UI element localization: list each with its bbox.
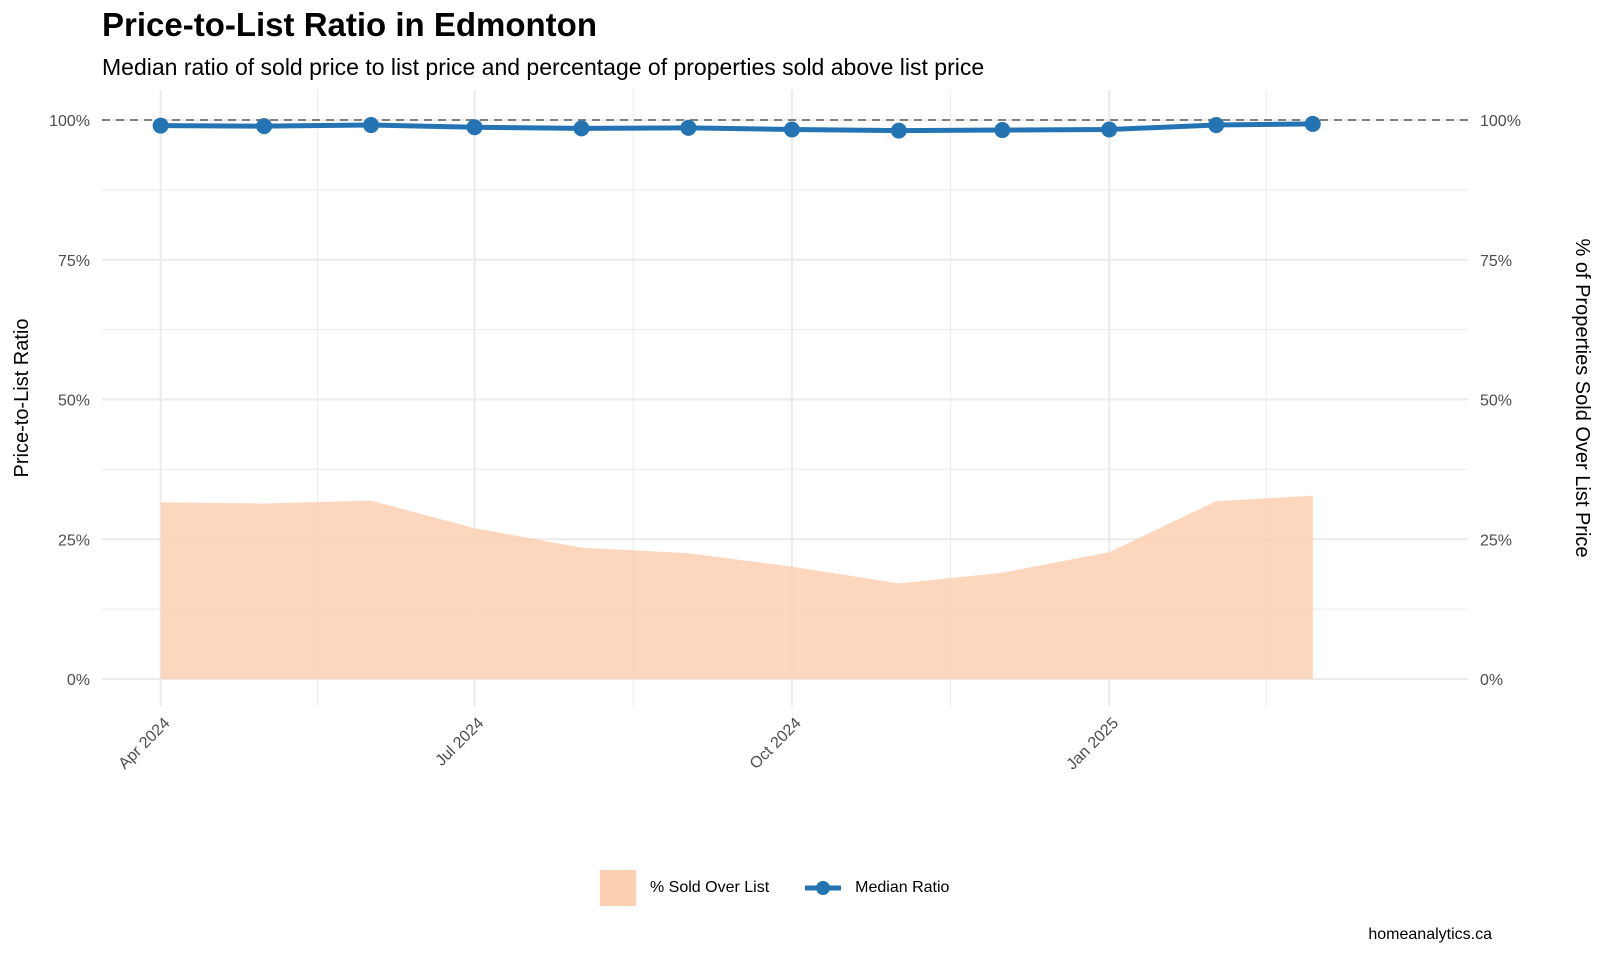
data-point-median-ratio: [256, 118, 273, 135]
y-axis-right-title: % of Properties Sold Over List Price: [1571, 238, 1593, 557]
x-tick-label: Jan 2025: [1064, 715, 1123, 774]
data-point-median-ratio: [680, 119, 697, 136]
y-left-tick-label: 50%: [58, 393, 90, 410]
y-axis-left-title: Price-to-List Ratio: [11, 319, 33, 478]
y-left-tick-label: 75%: [58, 253, 90, 270]
legend-swatch-area: [600, 870, 636, 906]
caption: homeanalytics.ca: [1368, 926, 1492, 943]
y-right-tick-label: 100%: [1480, 113, 1521, 130]
chart-title: Price-to-List Ratio in Edmonton: [102, 6, 597, 43]
x-tick-label: Jul 2024: [433, 715, 488, 770]
chart-subtitle: Median ratio of sold price to list price…: [102, 54, 985, 80]
data-point-median-ratio: [573, 120, 590, 137]
y-left-tick-label: 100%: [49, 113, 90, 130]
y-left-tick-label: 25%: [58, 532, 90, 549]
data-point-median-ratio: [1304, 115, 1321, 132]
area-layer: [160, 495, 1313, 679]
x-tick-label: Apr 2024: [116, 715, 174, 773]
data-point-median-ratio: [363, 117, 380, 134]
y-right-tick-label: 75%: [1480, 253, 1512, 270]
line-median-ratio: [160, 121, 1313, 134]
legend-label-area: % Sold Over List: [650, 879, 770, 896]
x-tick-labels: Apr 2024 Jul 2024 Oct 2024 Jan 2025: [116, 715, 1123, 774]
data-point-median-ratio: [1208, 117, 1225, 134]
legend-swatch-line: [805, 881, 842, 895]
x-tick-label: Oct 2024: [747, 715, 805, 773]
y-left-tick-labels: 0% 25% 50% 75% 100%: [49, 113, 90, 689]
legend-item-line: Median Ratio: [805, 870, 949, 906]
data-point-median-ratio: [1101, 121, 1118, 138]
y-right-tick-label: 0%: [1480, 672, 1503, 689]
data-point-median-ratio: [994, 122, 1011, 139]
area-sold-over-list: [160, 495, 1313, 679]
points-layer: [152, 115, 1321, 139]
legend: % Sold Over List Median Ratio: [600, 870, 985, 906]
data-point-median-ratio: [783, 121, 800, 138]
y-right-tick-labels: 0% 25% 50% 75% 100%: [1480, 113, 1521, 689]
y-left-tick-label: 0%: [67, 672, 90, 689]
y-right-tick-label: 50%: [1480, 393, 1512, 410]
y-right-tick-label: 25%: [1480, 532, 1512, 549]
legend-label-line: Median Ratio: [855, 879, 950, 896]
line-layer: [160, 121, 1313, 134]
data-point-median-ratio: [466, 119, 483, 136]
data-point-median-ratio: [890, 122, 907, 139]
legend-item-area: % Sold Over List: [600, 870, 769, 906]
data-point-median-ratio: [152, 117, 169, 134]
